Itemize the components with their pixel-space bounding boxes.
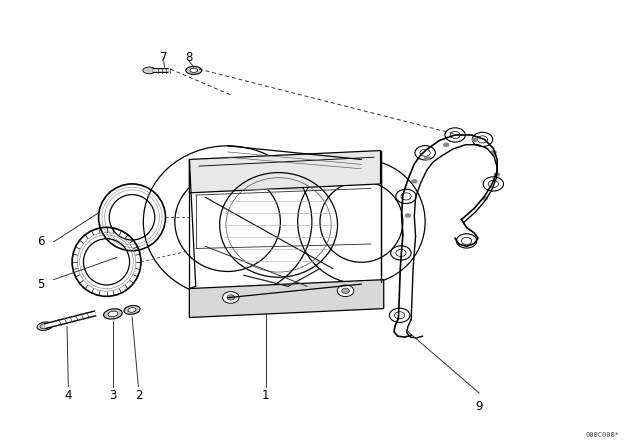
Polygon shape [189, 280, 384, 318]
Circle shape [483, 177, 504, 191]
Circle shape [390, 308, 410, 323]
Circle shape [490, 150, 497, 155]
Circle shape [472, 132, 493, 146]
Circle shape [342, 288, 349, 293]
Text: 7: 7 [160, 51, 168, 64]
Circle shape [445, 128, 465, 142]
Circle shape [443, 142, 449, 147]
Circle shape [411, 179, 417, 184]
Ellipse shape [128, 308, 136, 312]
Circle shape [223, 292, 239, 303]
Ellipse shape [108, 311, 118, 317]
Text: 1: 1 [262, 389, 269, 402]
Polygon shape [189, 151, 381, 193]
Circle shape [337, 285, 354, 297]
Text: 6: 6 [37, 235, 45, 248]
Circle shape [396, 189, 416, 203]
Text: 4: 4 [65, 389, 72, 402]
Text: 5: 5 [37, 278, 45, 291]
Text: 000C008*: 000C008* [586, 432, 620, 438]
Circle shape [424, 156, 430, 160]
Ellipse shape [124, 306, 140, 314]
Text: 2: 2 [134, 389, 142, 402]
Ellipse shape [190, 69, 198, 73]
Circle shape [481, 196, 488, 201]
Ellipse shape [143, 67, 156, 74]
Text: 9: 9 [476, 400, 483, 413]
Circle shape [404, 213, 411, 218]
Circle shape [227, 295, 235, 300]
Ellipse shape [37, 322, 52, 331]
Circle shape [472, 138, 478, 142]
Circle shape [456, 234, 477, 248]
Circle shape [493, 172, 500, 177]
Ellipse shape [104, 309, 122, 319]
Circle shape [391, 246, 411, 260]
Ellipse shape [186, 66, 202, 74]
Text: 3: 3 [109, 389, 116, 402]
Circle shape [415, 146, 435, 160]
Text: 8: 8 [186, 51, 193, 64]
